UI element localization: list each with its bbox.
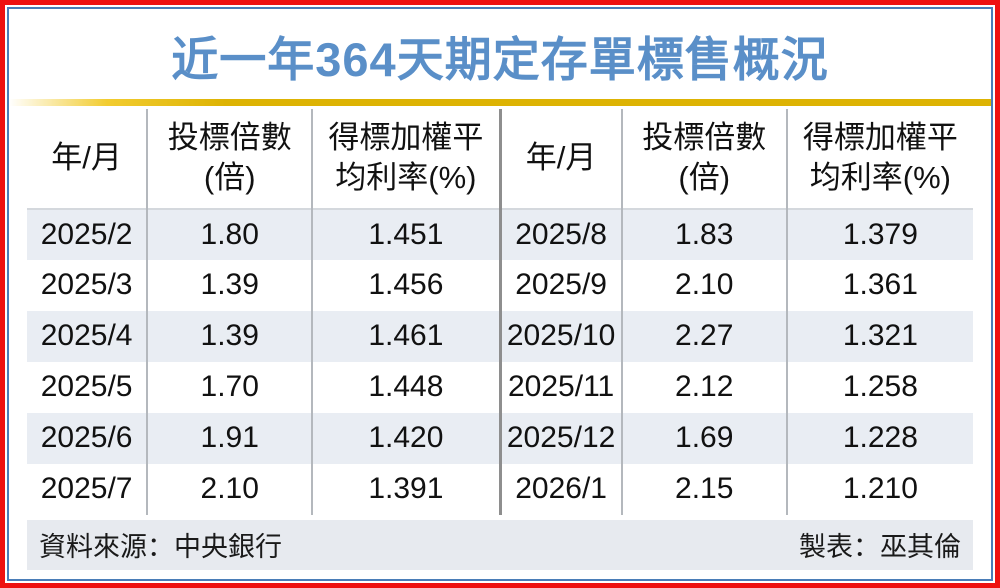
cell-month: 2025/12 (501, 412, 622, 464)
table-row: 2025/2 1.80 1.451 (27, 207, 499, 260)
col-header-rate: 得標加權平 均利率(%) (311, 108, 499, 209)
cell-month: 2025/9 (515, 268, 607, 302)
cell-bid-multiple: 2.15 (620, 463, 787, 515)
table-row: 2025/4 1.39 1.461 (27, 310, 499, 362)
cell-month: 2025/5 (40, 370, 133, 404)
cell-rate: 1.420 (311, 412, 499, 464)
table-row: 2026/1 2.15 1.210 (502, 463, 973, 515)
cell-month: 2025/4 (27, 310, 148, 362)
table-credit-label: 製表：巫其倫 (799, 532, 961, 563)
header-row: 年/月 投標倍數 (倍) 得標加權平 均利率(%) (501, 108, 973, 209)
col-header-bid-multiple: 投標倍數 (倍) (146, 108, 313, 209)
cell-rate: 1.451 (311, 207, 499, 260)
auction-table-right: 年/月 投標倍數 (倍) 得標加權平 均利率(%) 2025/8 1.83 1.37… (501, 108, 973, 515)
cell-bid-multiple: 1.39 (146, 259, 313, 311)
page-title: 近一年364天期定存單標售概況 (171, 33, 829, 86)
table-row: 2025/12 1.69 1.228 (501, 412, 973, 464)
cell-month: 2025/3 (40, 268, 133, 302)
col-header-rate: 得標加權平 均利率(%) (785, 108, 973, 209)
cell-bid-multiple: 1.91 (146, 412, 313, 464)
cell-bid-multiple: 1.39 (146, 310, 313, 362)
cell-rate: 1.448 (311, 361, 499, 413)
cell-rate: 1.258 (785, 361, 973, 413)
cell-month: 2025/8 (501, 207, 622, 260)
cell-bid-multiple: 2.27 (620, 310, 787, 362)
table-halves-divider (498, 108, 502, 515)
auction-table-left: 年/月 投標倍數 (倍) 得標加權平 均利率(%) 2025/2 1.80 1.45… (27, 108, 499, 515)
header-row: 年/月 投標倍數 (倍) 得標加權平 均利率(%) (27, 108, 499, 209)
cell-rate: 1.456 (311, 259, 499, 311)
cell-month: 2025/2 (27, 207, 148, 260)
cell-bid-multiple: 2.10 (146, 463, 313, 515)
cell-rate: 1.228 (785, 412, 973, 464)
table-row: 2025/8 1.83 1.379 (501, 207, 973, 260)
auction-data-table: 年/月 投標倍數 (倍) 得標加權平 均利率(%) 2025/2 1.80 1.45… (27, 108, 973, 515)
table-row: 2025/7 2.10 1.391 (27, 463, 499, 515)
cell-month: 2025/7 (40, 472, 133, 506)
cell-rate: 1.391 (311, 463, 499, 515)
cell-rate: 1.379 (785, 207, 973, 260)
table-row: 2025/5 1.70 1.448 (27, 361, 499, 413)
cell-rate: 1.321 (785, 310, 973, 362)
cell-bid-multiple: 2.10 (620, 259, 787, 311)
footer-strip: 資料來源：中央銀行 製表：巫其倫 (27, 519, 973, 570)
cell-bid-multiple: 2.12 (620, 361, 787, 413)
cell-rate: 1.461 (311, 310, 499, 362)
cell-month: 2025/6 (27, 412, 148, 464)
table-row: 2025/6 1.91 1.420 (27, 412, 499, 464)
table-row: 2025/10 2.27 1.321 (501, 310, 973, 362)
cell-rate: 1.210 (785, 463, 973, 515)
gold-divider-rule (9, 98, 991, 106)
table-row: 2025/9 2.10 1.361 (502, 259, 973, 311)
cell-month: 2025/10 (501, 310, 622, 362)
blue-inner-frame: 近一年364天期定存單標售概況 年/月 投標倍數 (倍) 得標加權平 均利率(%) … (7, 7, 993, 581)
cell-bid-multiple: 1.83 (620, 207, 787, 260)
cell-month: 2026/1 (515, 472, 607, 506)
cell-bid-multiple: 1.69 (620, 412, 787, 464)
col-header-month: 年/月 (501, 108, 622, 209)
cell-rate: 1.361 (785, 259, 973, 311)
col-header-month: 年/月 (27, 108, 148, 209)
table-row: 2025/3 1.39 1.456 (27, 259, 499, 311)
cell-bid-multiple: 1.80 (146, 207, 313, 260)
col-header-bid-multiple: 投標倍數 (倍) (620, 108, 787, 209)
cell-month: 2025/11 (508, 370, 615, 404)
cell-bid-multiple: 1.70 (146, 361, 313, 413)
data-source-label: 資料來源：中央銀行 (39, 532, 282, 563)
table-row: 2025/11 2.12 1.258 (502, 361, 973, 413)
